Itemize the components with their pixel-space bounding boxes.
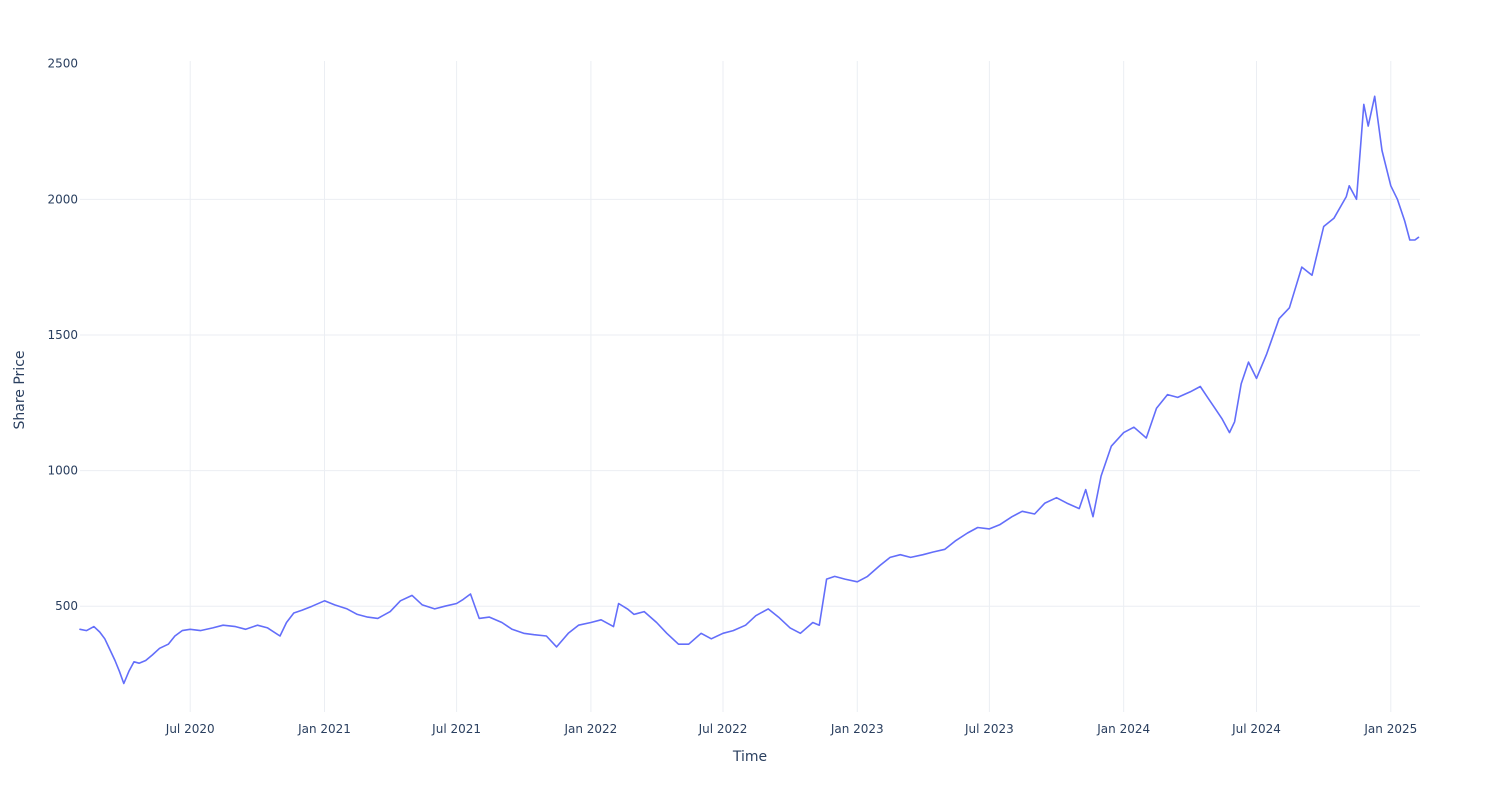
x-tick-label: Jan 2024	[1096, 722, 1150, 736]
y-tick-label: 2500	[47, 57, 78, 71]
share-price-line	[79, 95, 1420, 685]
x-tick-label: Jul 2022	[698, 722, 748, 736]
x-tick-label: Jan 2025	[1363, 722, 1417, 736]
x-tick-label: Jul 2020	[165, 722, 215, 736]
x-axis-title: Time	[732, 749, 767, 765]
x-tick-label: Jan 2022	[563, 722, 617, 736]
x-tick-label: Jul 2021	[431, 722, 481, 736]
x-tick-label: Jul 2023	[964, 722, 1014, 736]
y-axis-title: Share Price	[12, 350, 28, 429]
x-tick-label: Jan 2023	[830, 722, 884, 736]
y-tick-label: 1000	[47, 464, 78, 478]
x-axis-tick-labels: Jul 2020 Jan 2021 Jul 2021 Jan 2022 Jul 2022…	[165, 722, 1417, 736]
y-tick-label: 500	[55, 599, 78, 613]
x-tick-label: Jan 2021	[297, 722, 351, 736]
y-tick-label: 2000	[47, 192, 78, 206]
y-axis-tick-labels: 500 1000 1500 2000 2500	[47, 57, 78, 614]
horizontal-gridlines	[80, 198, 1420, 607]
y-tick-label: 1500	[47, 328, 78, 342]
x-tick-label: Jul 2024	[1231, 722, 1281, 736]
vertical-gridlines	[189, 61, 1392, 712]
